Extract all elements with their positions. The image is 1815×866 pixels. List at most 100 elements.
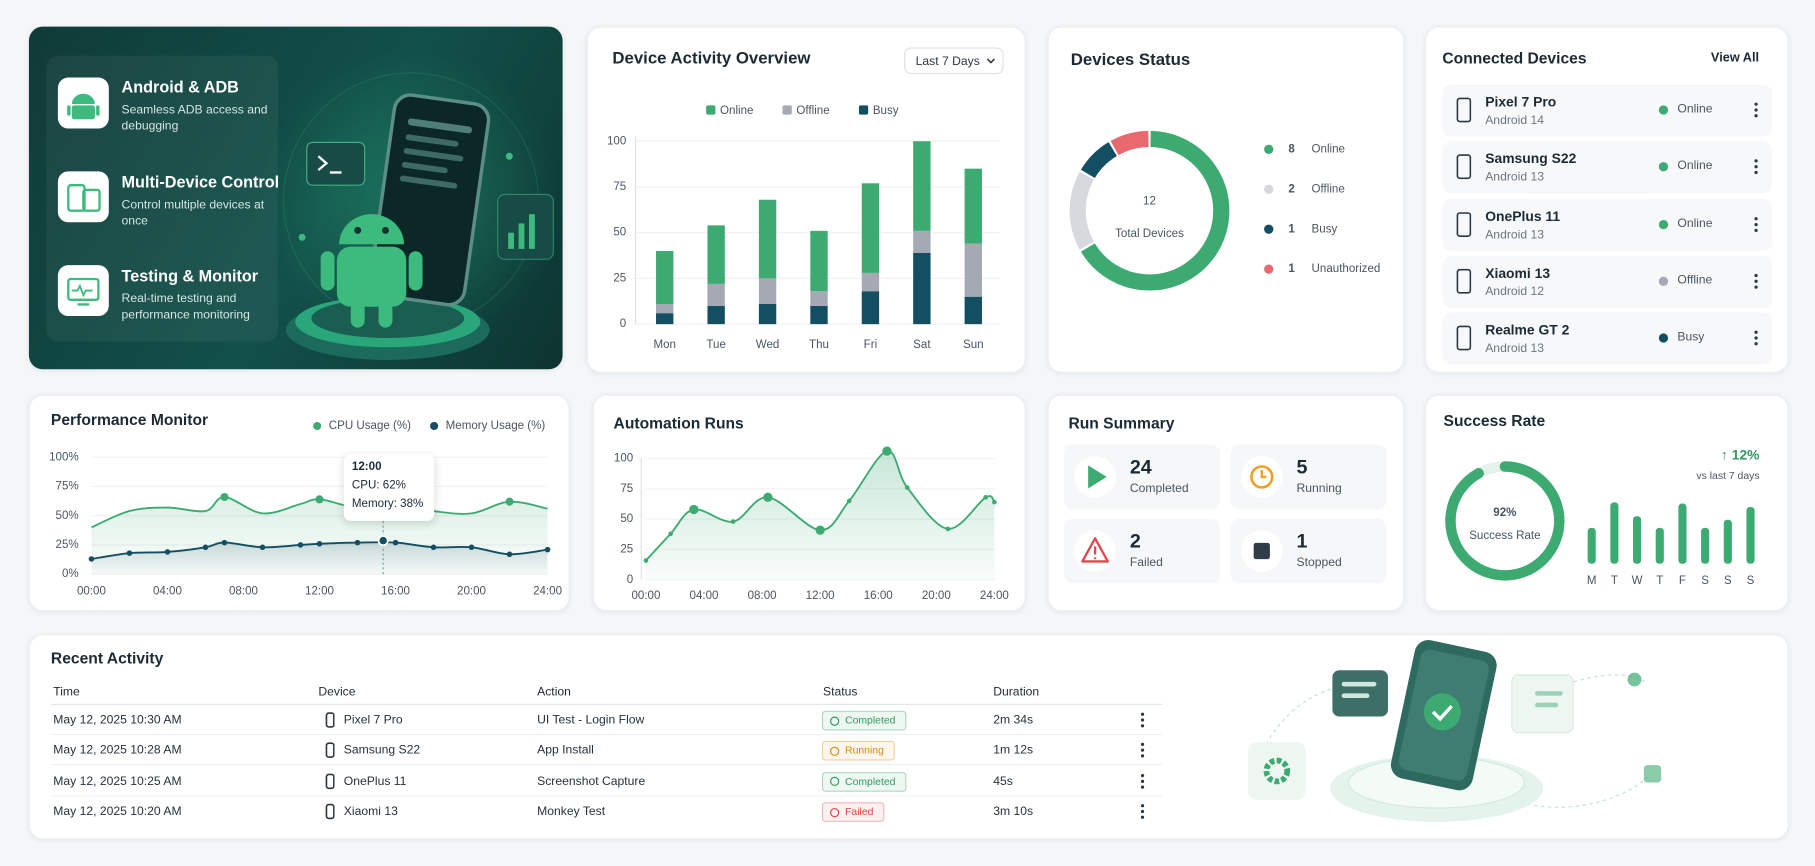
more-menu[interactable]	[1753, 216, 1760, 232]
card-title: Devices Status	[1070, 50, 1191, 70]
column-header: Device	[318, 685, 356, 700]
x-tick-label: 04:00	[153, 586, 182, 598]
activity-card: 0 25 50 75 100 Online Offline Busy Mon Tue Wed Thu F…	[586, 26, 1026, 373]
phone-outline	[1456, 97, 1472, 123]
point	[846, 498, 852, 504]
series-point	[544, 546, 551, 553]
x-tick-label: 16:00	[381, 586, 410, 598]
y-tick-label: 75	[613, 181, 626, 193]
device-name: OnePlus 11	[1485, 207, 1561, 225]
phone-icon	[325, 712, 335, 728]
legend-swatch	[706, 105, 716, 115]
series-point	[316, 540, 323, 547]
device-row[interactable]: Xiaomi 13 Android 12 Offline	[1442, 255, 1773, 308]
status-dot	[1658, 162, 1669, 172]
dot	[1140, 803, 1145, 808]
bar-segment	[810, 230, 828, 292]
badge-icon	[829, 716, 840, 726]
x-tick-label: Wed	[756, 339, 780, 351]
status-icon	[1240, 456, 1283, 498]
device-name: Xiaomi 13	[1485, 264, 1551, 282]
x-tick-label: F	[1679, 575, 1686, 587]
more-menu[interactable]	[1139, 773, 1146, 789]
bar-segment	[758, 278, 777, 305]
legend-label: Busy	[1312, 223, 1338, 235]
x-tick-label: T	[1656, 575, 1663, 587]
table-cell: May 12, 2025 10:28 AM	[53, 743, 182, 758]
dot	[1140, 724, 1145, 728]
dot	[1140, 718, 1145, 722]
legend-label: Memory Usage (%)	[446, 420, 546, 432]
more-menu[interactable]	[1753, 159, 1760, 175]
y-tick-label: 100	[614, 452, 633, 464]
series-point	[505, 497, 514, 506]
more-menu[interactable]	[1753, 273, 1760, 289]
donut-segment	[1069, 171, 1095, 250]
bar-segment	[964, 296, 982, 325]
row-rule	[50, 764, 1163, 766]
bar-segment	[861, 272, 880, 292]
y-tick-label: 25%	[56, 539, 79, 551]
legend-label: Online	[720, 105, 753, 117]
badge-text: Running	[845, 744, 884, 757]
legend-dot	[1264, 224, 1274, 234]
more-menu[interactable]	[1139, 803, 1146, 819]
series-point	[506, 551, 513, 558]
dot	[1754, 228, 1758, 232]
x-tick-label: 20:00	[457, 586, 486, 598]
card-title: Success Rate	[1443, 412, 1546, 430]
point	[668, 531, 673, 537]
bar-segment	[656, 313, 674, 325]
device-row[interactable]: Realme GT 2 Android 13 Busy	[1442, 312, 1773, 365]
more-menu[interactable]	[1753, 102, 1760, 118]
device-status: Online	[1677, 158, 1713, 173]
table-cell: 1m 12s	[993, 743, 1034, 758]
legend-count: 8	[1288, 143, 1295, 155]
y-tick-label: 100%	[49, 451, 79, 463]
dot	[1140, 815, 1145, 819]
up-arrow: ↑	[1720, 446, 1732, 464]
table-cell: May 12, 2025 10:25 AM	[53, 773, 182, 788]
dot	[1754, 273, 1758, 278]
more-menu[interactable]	[1139, 742, 1146, 758]
tooltip-line: Memory: 38%	[351, 497, 424, 511]
device-status: Online	[1677, 216, 1713, 230]
icon-stop	[1253, 542, 1270, 560]
table-cell: 3m 10s	[993, 804, 1034, 819]
badge-icon	[829, 777, 840, 787]
phone-outline	[1456, 325, 1472, 351]
success-card: 92% Success Rate M T W T F S S S Success Rate ↑ 1…	[1425, 394, 1789, 612]
point	[992, 499, 997, 505]
table-cell: 2m 34s	[993, 713, 1034, 727]
dot	[1140, 712, 1145, 716]
donut-segment	[1080, 130, 1230, 291]
table-cell: May 12, 2025 10:30 AM	[53, 713, 182, 727]
status-card: 8 Online 2 Offline 1 Busy 1 Unauthorized 12 Total…	[1047, 26, 1405, 373]
device-row[interactable]: Pixel 7 Pro Android 14 Online	[1442, 84, 1773, 137]
legend-label: Online	[1312, 143, 1345, 155]
view-all-link[interactable]: View All	[1710, 50, 1760, 65]
card-title: Automation Runs	[613, 414, 744, 432]
phone-icon	[1456, 97, 1472, 123]
tooltip-time: 12:00	[351, 460, 382, 474]
dot	[1754, 330, 1758, 335]
more-menu[interactable]	[1139, 712, 1146, 728]
series-point	[468, 544, 475, 551]
dot	[1754, 165, 1758, 169]
more-menu[interactable]	[1753, 330, 1760, 346]
donut-segment	[1080, 142, 1118, 179]
dot	[1754, 108, 1758, 112]
phone-outline	[325, 803, 335, 820]
range-dropdown[interactable]: Last 7 Days	[904, 47, 1004, 75]
phone-icon	[1456, 325, 1472, 351]
dot	[1754, 159, 1758, 163]
automation-chart: 0 25 50 75 100 00:00 04:00 08:00 12:00 16:00 20:00…	[614, 446, 1009, 602]
performance-card: 0% 25% 50% 75% 100% 00:00 04:00 08:00 12:00 16:00…	[28, 394, 570, 612]
device-row[interactable]: Samsung S22 Android 13 Online	[1442, 141, 1773, 194]
dot	[1140, 743, 1145, 747]
device-status: Online	[1677, 101, 1713, 116]
device-row[interactable]: OnePlus 11 Android 13 Online	[1442, 198, 1773, 251]
change-value: ↑ 12%	[1721, 447, 1760, 463]
